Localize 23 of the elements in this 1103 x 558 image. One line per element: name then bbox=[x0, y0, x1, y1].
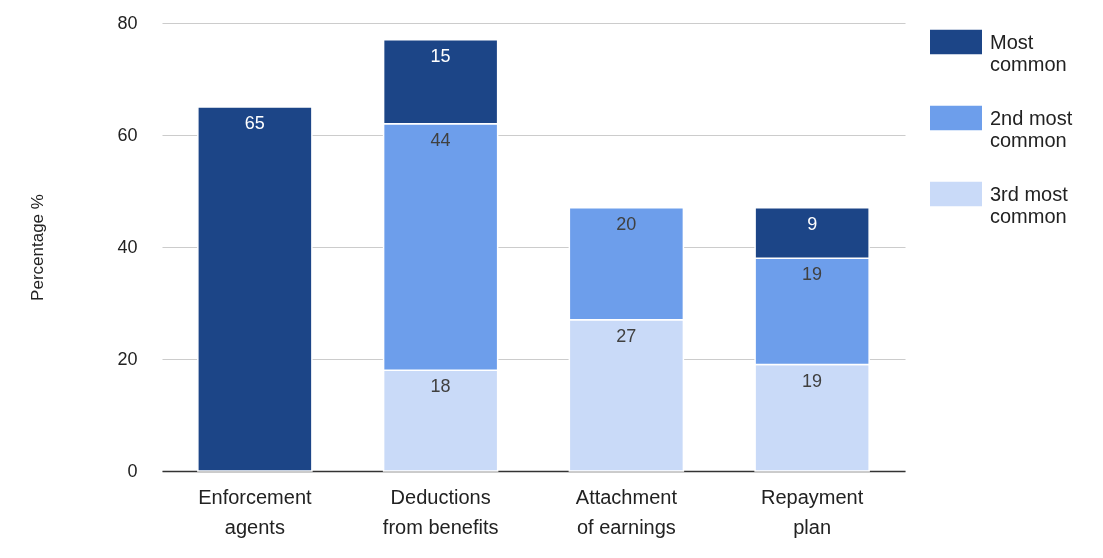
y-tick-label: 60 bbox=[117, 124, 138, 145]
legend-label: 3rd most common bbox=[990, 183, 1069, 227]
legend-label: Most common bbox=[990, 31, 1067, 75]
legend-label: 2nd most common bbox=[990, 107, 1073, 151]
data-label: 19 bbox=[802, 264, 823, 285]
y-tick-label: 20 bbox=[117, 348, 138, 369]
data-label: 9 bbox=[807, 213, 818, 234]
x-tick-label: Deductions from benefits bbox=[382, 485, 499, 538]
data-label: 15 bbox=[430, 45, 451, 66]
y-tick-label: 0 bbox=[127, 460, 138, 481]
y-tick-label: 80 bbox=[117, 12, 138, 33]
data-label: 44 bbox=[430, 129, 451, 150]
x-tick-label: Attachment of earnings bbox=[575, 485, 678, 538]
y-axis-title: Percentage % bbox=[28, 194, 48, 301]
x-tick-label: Repayment plan bbox=[760, 485, 864, 538]
data-label: 18 bbox=[430, 376, 451, 397]
data-label: 27 bbox=[616, 325, 637, 346]
y-tick-label: 40 bbox=[117, 236, 138, 257]
data-label: 20 bbox=[616, 213, 637, 234]
bar bbox=[197, 106, 313, 472]
data-label: 19 bbox=[802, 370, 823, 391]
data-label: 65 bbox=[244, 113, 265, 133]
x-tick-label: Enforcement agents bbox=[198, 485, 313, 538]
